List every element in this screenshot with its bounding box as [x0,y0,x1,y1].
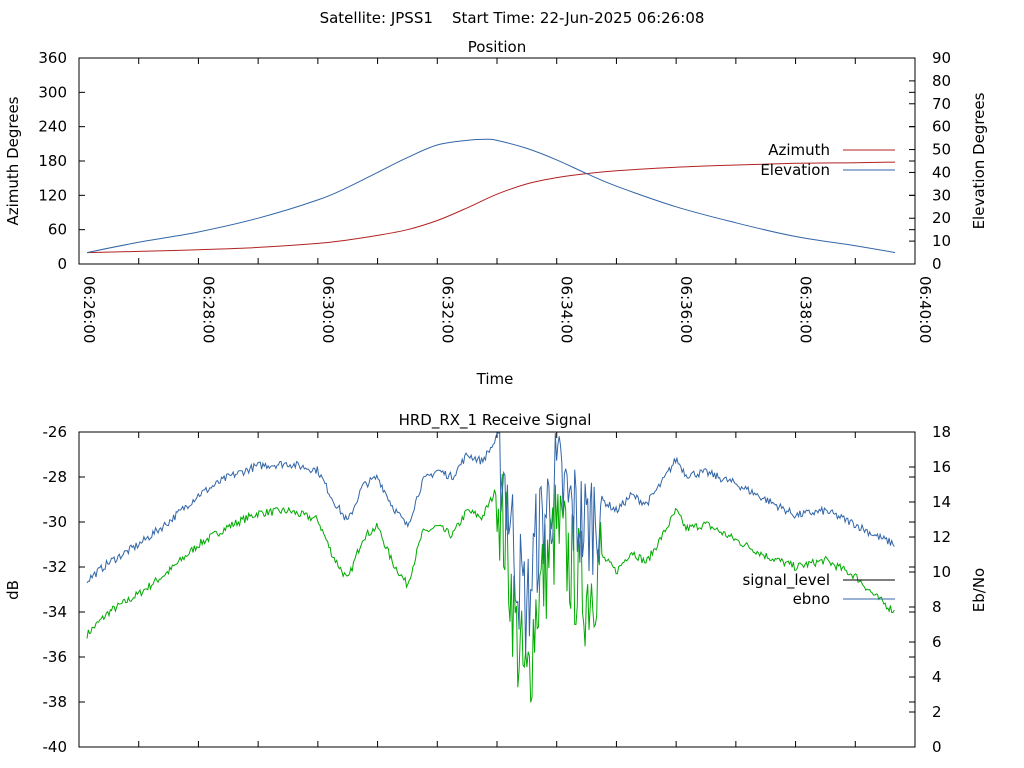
position-x-tick-label: 06:38:00 [797,276,815,343]
position-y2-tick-label: 90 [932,49,951,67]
signal-y-tick-label: -40 [43,738,68,756]
position-chart: Position 0 60 120 180 240 300 360 0 10 20 30 40 50 60… [4,38,988,388]
signal-chart-title: HRD_RX_1 Receive Signal [399,411,592,430]
position-y2-tick-label: 0 [932,255,942,273]
legend-label-azimuth: Azimuth [768,141,830,159]
position-y-tick-label: 0 [57,255,67,273]
position-y-tick-label: 120 [38,186,67,204]
position-x-tick-label: 06:34:00 [558,276,576,343]
position-y2-tick-label: 10 [932,232,951,250]
signal-y2-tick-label: 0 [932,738,942,756]
signal-y2-tick-label: 4 [932,668,942,686]
position-x-tick-label: 06:26:00 [80,276,98,343]
position-y-tick-label: 300 [38,83,67,101]
signal-y-tick-label: -34 [43,603,68,621]
series-line-elevation [86,138,896,254]
position-chart-title: Position [468,38,526,56]
position-x-tick-label: 06:32:00 [438,276,456,343]
signal-y2-axis-label: Eb/No [970,568,988,612]
position-x-tick-label: 06:30:00 [319,276,337,343]
signal-y-tick-label: -30 [43,513,68,531]
position-y2-tick-label: 30 [932,186,951,204]
position-x-axis-label: Time [476,370,514,388]
signal-y2-tick-label: 16 [932,458,951,476]
position-y2-tick-label: 20 [932,209,951,227]
position-y2-tick-label: 50 [932,141,951,159]
position-y-tick-label: 360 [38,49,67,67]
signal-y-tick-label: -26 [43,423,68,441]
legend-label-signal-level: signal_level [742,571,830,590]
series-line-ebno [86,432,895,657]
legend-label-ebno: ebno [793,590,830,608]
position-y-tick-label: 180 [38,152,67,170]
signal-chart: HRD_RX_1 Receive Signal -40 -38 -36 -34 -32 -… [4,411,988,756]
signal-y-tick-label: -36 [43,648,68,666]
signal-y2-tick-label: 6 [932,633,942,651]
position-y2-axis-label: Elevation Degrees [970,92,988,229]
figure-header: Satellite: JPSS1 Start Time: 22-Jun-2025… [320,9,705,27]
signal-y2-tick-label: 12 [932,528,951,546]
position-y2-tick-label: 70 [932,95,951,113]
signal-y-tick-label: -38 [43,693,68,711]
position-x-tick-label: 06:40:00 [916,276,934,343]
signal-y-tick-label: -28 [43,468,68,486]
signal-y2-tick-label: 14 [932,493,951,511]
position-y-tick-label: 60 [48,221,67,239]
position-x-tick-label: 06:36:00 [677,276,695,343]
signal-y2-tick-label: 2 [932,703,942,721]
position-y2-tick-label: 80 [932,72,951,90]
position-y-axis-label: Azimuth Degrees [4,96,22,225]
signal-y2-tick-label: 10 [932,563,951,581]
position-y2-tick-label: 60 [932,118,951,136]
signal-plot-frame [78,431,916,748]
position-x-tick-label: 06:28:00 [199,276,217,343]
signal-y-tick-label: -32 [43,558,68,576]
signal-y2-tick-label: 8 [932,598,942,616]
signal-y-axis-label: dB [4,580,22,600]
series-line-azimuth [86,161,896,254]
series-line-signal-level [86,473,895,703]
legend-label-elevation: Elevation [760,161,830,179]
position-y-tick-label: 240 [38,118,67,136]
position-y2-tick-label: 40 [932,163,951,181]
signal-y2-tick-label: 18 [932,423,951,441]
